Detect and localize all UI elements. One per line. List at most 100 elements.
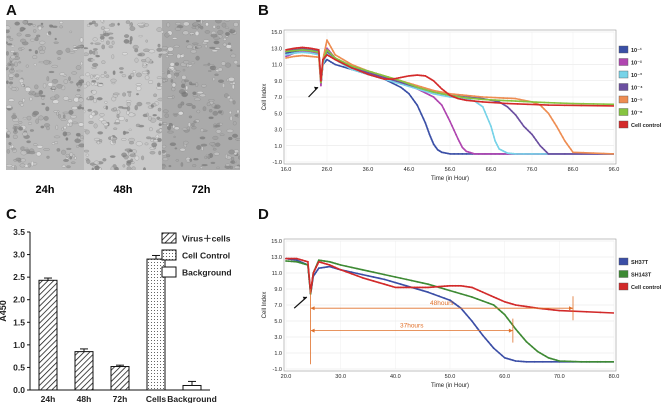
data-point [299, 51, 302, 53]
data-point [465, 97, 468, 100]
data-point [428, 77, 431, 80]
data-point [428, 90, 431, 92]
x-tick-label: 72h [113, 394, 128, 403]
data-point [418, 74, 421, 77]
data-point [453, 95, 455, 97]
data-point [514, 304, 517, 306]
data-point [325, 51, 327, 54]
data-point [460, 307, 462, 310]
data-point [408, 83, 410, 86]
data-point [428, 133, 431, 136]
data-point [443, 285, 446, 288]
data-point [462, 310, 465, 313]
data-point [558, 360, 561, 362]
data-point [313, 50, 316, 53]
series-line [285, 46, 615, 107]
data-point [436, 90, 439, 93]
data-point [471, 320, 473, 322]
data-point [512, 152, 515, 155]
data-point [541, 106, 544, 109]
data-point [307, 55, 310, 58]
data-point [389, 280, 391, 282]
data-point [416, 74, 419, 76]
data-point [313, 269, 316, 272]
data-point [440, 92, 443, 95]
data-point [547, 356, 550, 359]
data-point [325, 55, 327, 57]
data-point [443, 89, 445, 92]
data-point [321, 68, 324, 70]
data-point [338, 59, 341, 62]
data-point [428, 90, 431, 92]
data-point [561, 136, 564, 139]
data-point [463, 98, 466, 101]
data-point [440, 104, 443, 106]
data-point [405, 284, 408, 287]
data-point [434, 81, 437, 84]
data-point [328, 265, 331, 268]
data-point [558, 360, 561, 363]
legend-label: 10⁻⁶ [631, 111, 643, 117]
x-tick-label: 60.0 [499, 374, 510, 380]
data-point [312, 272, 315, 274]
data-point [318, 68, 321, 71]
data-point [367, 73, 369, 76]
data-point [432, 96, 435, 98]
data-point [367, 274, 369, 277]
data-point [428, 94, 431, 96]
data-point [555, 359, 558, 362]
data-point [318, 62, 321, 65]
plot-frame [283, 29, 617, 165]
data-point [469, 96, 472, 99]
data-point [445, 152, 447, 155]
data-point [318, 58, 321, 61]
x-tick-label: 96.0 [609, 167, 620, 173]
data-point [313, 53, 316, 55]
data-point [490, 99, 492, 102]
data-point [367, 270, 369, 272]
data-point [313, 52, 316, 54]
data-point [476, 298, 479, 300]
data-point [307, 49, 310, 52]
panel-letter-a: A [6, 2, 17, 19]
data-point [297, 55, 300, 57]
data-point [502, 99, 505, 102]
data-point [367, 73, 369, 76]
data-point [304, 260, 306, 262]
y-axis-label: Cell Index [262, 84, 268, 111]
data-point [318, 56, 321, 59]
data-point [413, 286, 416, 289]
data-point [297, 48, 300, 51]
arrow-shaft [308, 86, 319, 98]
data-point [387, 76, 390, 78]
data-point [437, 149, 440, 152]
data-point [383, 278, 386, 281]
data-point [410, 95, 412, 98]
data-point [492, 304, 495, 306]
data-point [570, 148, 572, 151]
data-point [402, 76, 404, 78]
data-point [315, 51, 318, 53]
data-point [501, 354, 503, 357]
data-point [295, 51, 298, 54]
data-point [371, 71, 373, 74]
data-point [553, 309, 555, 311]
data-point [309, 51, 312, 54]
data-point [557, 129, 560, 131]
data-point [412, 85, 414, 87]
data-point [412, 83, 414, 86]
data-point [313, 268, 316, 271]
data-point [395, 78, 398, 81]
data-point [338, 61, 341, 63]
data-point [495, 142, 497, 144]
data-point [301, 259, 304, 262]
data-point [350, 63, 353, 66]
data-point [498, 153, 501, 155]
data-point [293, 49, 296, 52]
data-point [408, 286, 410, 289]
data-point [494, 101, 496, 104]
data-point [563, 140, 566, 142]
x-tick-label: 46.0 [404, 167, 415, 173]
data-point [424, 75, 427, 77]
data-point [461, 95, 464, 98]
